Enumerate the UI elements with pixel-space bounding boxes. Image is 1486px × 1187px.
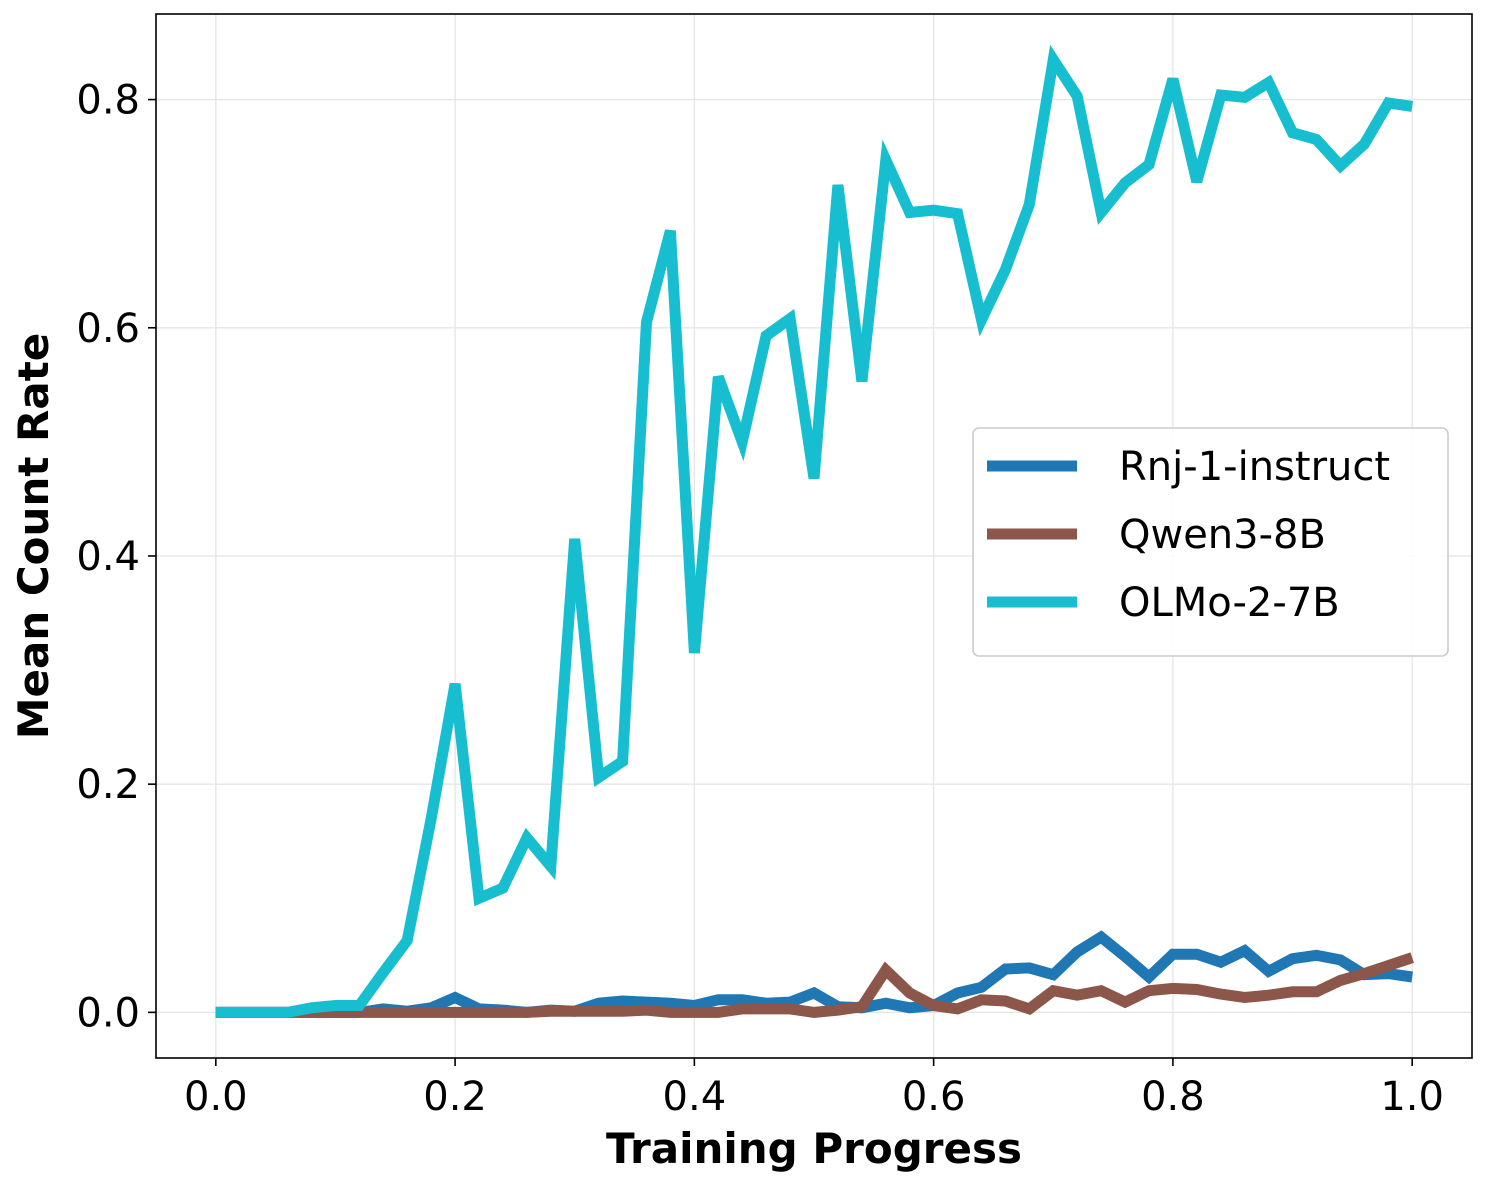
x-tick-label: 0.8 <box>1141 1074 1205 1120</box>
x-axis-title: Training Progress <box>606 1124 1022 1173</box>
x-axis: 0.0 0.2 0.4 0.6 0.8 1.0 <box>184 1058 1444 1120</box>
x-tick-label: 0.0 <box>184 1074 248 1120</box>
legend-box <box>972 427 1449 657</box>
legend-label: Rnj-1-instruct <box>1119 444 1390 490</box>
plot-frame <box>155 13 1473 1059</box>
y-axis-title: Mean Count Rate <box>9 333 58 740</box>
legend: Rnj-1-instruct Qwen3-8B OLMo-2-7B <box>972 427 1449 657</box>
y-tick-label: 0.8 <box>76 78 140 124</box>
y-axis: 0.0 0.2 0.4 0.6 0.8 <box>76 78 156 1036</box>
y-tick-label: 0.6 <box>76 306 140 352</box>
x-tick-label: 0.6 <box>902 1074 966 1120</box>
series-line-olmo-2-7b <box>215 44 1413 1018</box>
y-tick-label: 0.0 <box>76 990 140 1036</box>
grid <box>156 14 1472 1058</box>
x-tick-label: 0.2 <box>423 1074 487 1120</box>
y-tick-label: 0.4 <box>76 534 140 580</box>
x-tick-label: 0.4 <box>663 1074 727 1120</box>
series-line-qwen3-8b <box>215 952 1414 1018</box>
legend-label: OLMo-2-7B <box>1119 580 1340 626</box>
y-tick-label: 0.2 <box>76 762 140 808</box>
legend-label: Qwen3-8B <box>1119 512 1326 558</box>
x-tick-label: 1.0 <box>1380 1074 1444 1120</box>
series-layer <box>215 44 1414 1018</box>
